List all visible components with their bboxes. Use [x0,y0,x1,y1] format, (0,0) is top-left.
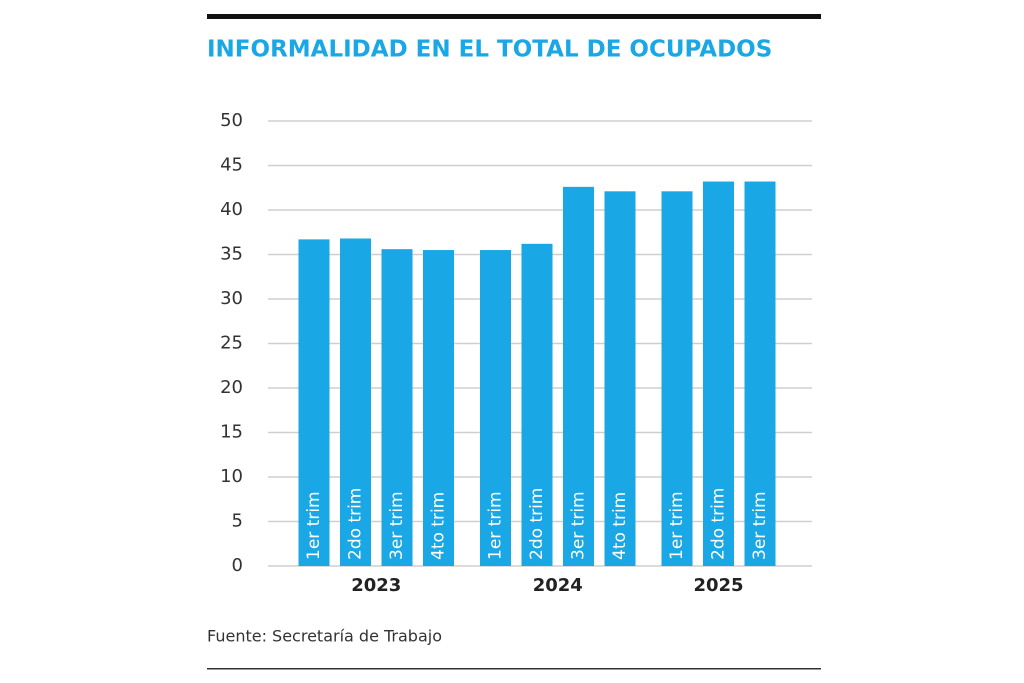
bar-label: 3er trim [569,491,589,560]
source: Fuente: Secretaría de Trabajo [207,627,442,646]
bar-label: 1er trim [304,491,324,560]
bar-label: 1er trim [486,491,506,560]
bar-label: 2do trim [527,488,547,560]
bar-label: 3er trim [750,491,770,560]
bar-label: 4to trim [429,492,449,560]
bar [480,250,511,567]
bar-label: 1er trim [667,491,687,560]
y-tick-label: 20 [220,377,243,398]
y-tick-label: 15 [220,422,243,443]
y-tick-label: 40 [220,199,243,220]
y-tick-label: 35 [220,244,243,265]
bottom-rule [207,668,821,670]
bar-label: 3er trim [387,491,407,560]
chart-title: INFORMALIDAD EN EL TOTAL DE OCUPADOS [207,37,772,63]
bar [563,186,594,567]
y-tick-label: 0 [232,555,243,576]
y-tick-label: 5 [232,511,243,532]
y-tick-label: 10 [220,466,243,487]
bar [340,238,371,567]
bar [604,191,636,566]
y-tick-label: 45 [220,155,243,176]
bar [423,250,454,567]
group-label: 2023 [351,575,401,596]
y-tick-label: 50 [220,110,243,131]
bar-label: 4to trim [610,492,630,560]
bar [744,181,776,566]
bar [661,191,693,566]
bar [521,243,553,566]
bar [298,239,330,566]
bar-label: 2do trim [346,488,366,560]
bar [703,181,734,566]
y-tick-label: 30 [220,288,243,309]
group-label: 2024 [533,575,583,596]
bar [381,249,413,566]
y-tick-label: 25 [220,333,243,354]
top-rule [207,14,821,19]
bar-label: 2do trim [709,488,729,560]
group-label: 2025 [693,575,743,596]
